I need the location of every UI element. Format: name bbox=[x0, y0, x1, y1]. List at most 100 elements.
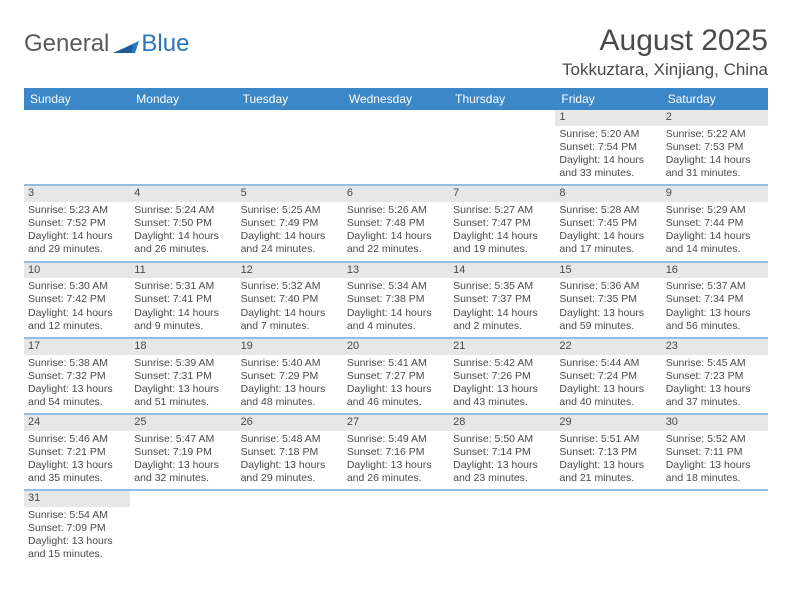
sunset-text: Sunset: 7:42 PM bbox=[28, 293, 126, 306]
sunset-text: Sunset: 7:45 PM bbox=[559, 217, 657, 230]
day-cell bbox=[343, 491, 449, 565]
daylight-text: and 51 minutes. bbox=[134, 396, 232, 409]
daylight-text: and 31 minutes. bbox=[666, 167, 764, 180]
sunrise-text: Sunrise: 5:38 AM bbox=[28, 357, 126, 370]
day-number: 25 bbox=[130, 415, 236, 431]
weeks-container: 1Sunrise: 5:20 AMSunset: 7:54 PMDaylight… bbox=[24, 110, 768, 566]
daylight-text: and 26 minutes. bbox=[347, 472, 445, 485]
daylight-text: and 24 minutes. bbox=[241, 243, 339, 256]
day-cell: 4Sunrise: 5:24 AMSunset: 7:50 PMDaylight… bbox=[130, 186, 236, 260]
daylight-text: Daylight: 14 hours bbox=[241, 230, 339, 243]
week-separator bbox=[24, 337, 768, 339]
daylight-text: Daylight: 13 hours bbox=[28, 383, 126, 396]
day-number: 22 bbox=[555, 339, 661, 355]
day-cell bbox=[24, 110, 130, 184]
sunset-text: Sunset: 7:13 PM bbox=[559, 446, 657, 459]
daylight-text: Daylight: 14 hours bbox=[347, 230, 445, 243]
sunset-text: Sunset: 7:50 PM bbox=[134, 217, 232, 230]
day-header-cell: Tuesday bbox=[237, 88, 343, 110]
daylight-text: and 22 minutes. bbox=[347, 243, 445, 256]
day-number: 15 bbox=[555, 263, 661, 279]
daylight-text: Daylight: 14 hours bbox=[241, 307, 339, 320]
day-cell bbox=[130, 110, 236, 184]
day-header-cell: Wednesday bbox=[343, 88, 449, 110]
day-number: 8 bbox=[555, 186, 661, 202]
sunrise-text: Sunrise: 5:42 AM bbox=[453, 357, 551, 370]
daylight-text: and 29 minutes. bbox=[241, 472, 339, 485]
day-cell bbox=[555, 491, 661, 565]
sunset-text: Sunset: 7:31 PM bbox=[134, 370, 232, 383]
daylight-text: Daylight: 13 hours bbox=[347, 383, 445, 396]
day-header-row: SundayMondayTuesdayWednesdayThursdayFrid… bbox=[24, 88, 768, 110]
sunset-text: Sunset: 7:54 PM bbox=[559, 141, 657, 154]
week-separator bbox=[24, 261, 768, 263]
day-cell: 12Sunrise: 5:32 AMSunset: 7:40 PMDayligh… bbox=[237, 263, 343, 337]
header: General Blue August 2025 Tokkuztara, Xin… bbox=[24, 24, 768, 80]
day-cell: 6Sunrise: 5:26 AMSunset: 7:48 PMDaylight… bbox=[343, 186, 449, 260]
daylight-text: and 54 minutes. bbox=[28, 396, 126, 409]
daylight-text: and 12 minutes. bbox=[28, 320, 126, 333]
day-cell: 19Sunrise: 5:40 AMSunset: 7:29 PMDayligh… bbox=[237, 339, 343, 413]
sunrise-text: Sunrise: 5:34 AM bbox=[347, 280, 445, 293]
daylight-text: and 14 minutes. bbox=[666, 243, 764, 256]
daylight-text: Daylight: 13 hours bbox=[666, 307, 764, 320]
daylight-text: and 2 minutes. bbox=[453, 320, 551, 333]
daylight-text: Daylight: 14 hours bbox=[559, 154, 657, 167]
day-number: 29 bbox=[555, 415, 661, 431]
sunset-text: Sunset: 7:24 PM bbox=[559, 370, 657, 383]
sunset-text: Sunset: 7:32 PM bbox=[28, 370, 126, 383]
sunset-text: Sunset: 7:37 PM bbox=[453, 293, 551, 306]
day-cell: 15Sunrise: 5:36 AMSunset: 7:35 PMDayligh… bbox=[555, 263, 661, 337]
sunrise-text: Sunrise: 5:54 AM bbox=[28, 509, 126, 522]
sunrise-text: Sunrise: 5:40 AM bbox=[241, 357, 339, 370]
daylight-text: Daylight: 14 hours bbox=[666, 154, 764, 167]
sunset-text: Sunset: 7:47 PM bbox=[453, 217, 551, 230]
daylight-text: Daylight: 13 hours bbox=[134, 383, 232, 396]
sunrise-text: Sunrise: 5:24 AM bbox=[134, 204, 232, 217]
sunset-text: Sunset: 7:29 PM bbox=[241, 370, 339, 383]
daylight-text: Daylight: 13 hours bbox=[666, 383, 764, 396]
day-number: 20 bbox=[343, 339, 449, 355]
day-cell: 18Sunrise: 5:39 AMSunset: 7:31 PMDayligh… bbox=[130, 339, 236, 413]
day-cell: 11Sunrise: 5:31 AMSunset: 7:41 PMDayligh… bbox=[130, 263, 236, 337]
sunrise-text: Sunrise: 5:49 AM bbox=[347, 433, 445, 446]
day-cell bbox=[130, 491, 236, 565]
week-row: 31Sunrise: 5:54 AMSunset: 7:09 PMDayligh… bbox=[24, 491, 768, 565]
sunset-text: Sunset: 7:16 PM bbox=[347, 446, 445, 459]
day-cell bbox=[662, 491, 768, 565]
day-header-cell: Monday bbox=[130, 88, 236, 110]
week-row: 24Sunrise: 5:46 AMSunset: 7:21 PMDayligh… bbox=[24, 415, 768, 489]
day-number: 26 bbox=[237, 415, 343, 431]
brand-part1: General bbox=[24, 30, 109, 58]
sunrise-text: Sunrise: 5:20 AM bbox=[559, 128, 657, 141]
day-number: 13 bbox=[343, 263, 449, 279]
daylight-text: and 7 minutes. bbox=[241, 320, 339, 333]
day-cell: 14Sunrise: 5:35 AMSunset: 7:37 PMDayligh… bbox=[449, 263, 555, 337]
sunrise-text: Sunrise: 5:32 AM bbox=[241, 280, 339, 293]
daylight-text: and 29 minutes. bbox=[28, 243, 126, 256]
daylight-text: and 19 minutes. bbox=[453, 243, 551, 256]
day-cell bbox=[449, 491, 555, 565]
sunset-text: Sunset: 7:40 PM bbox=[241, 293, 339, 306]
day-cell bbox=[343, 110, 449, 184]
day-cell: 27Sunrise: 5:49 AMSunset: 7:16 PMDayligh… bbox=[343, 415, 449, 489]
daylight-text: and 35 minutes. bbox=[28, 472, 126, 485]
day-number: 21 bbox=[449, 339, 555, 355]
day-cell: 3Sunrise: 5:23 AMSunset: 7:52 PMDaylight… bbox=[24, 186, 130, 260]
day-header-cell: Thursday bbox=[449, 88, 555, 110]
day-number: 7 bbox=[449, 186, 555, 202]
day-header-cell: Sunday bbox=[24, 88, 130, 110]
day-cell: 24Sunrise: 5:46 AMSunset: 7:21 PMDayligh… bbox=[24, 415, 130, 489]
day-cell: 16Sunrise: 5:37 AMSunset: 7:34 PMDayligh… bbox=[662, 263, 768, 337]
daylight-text: Daylight: 13 hours bbox=[134, 459, 232, 472]
daylight-text: Daylight: 14 hours bbox=[453, 307, 551, 320]
day-number: 31 bbox=[24, 491, 130, 507]
daylight-text: Daylight: 14 hours bbox=[28, 307, 126, 320]
sunrise-text: Sunrise: 5:39 AM bbox=[134, 357, 232, 370]
daylight-text: and 23 minutes. bbox=[453, 472, 551, 485]
sunrise-text: Sunrise: 5:45 AM bbox=[666, 357, 764, 370]
day-number: 17 bbox=[24, 339, 130, 355]
day-number: 24 bbox=[24, 415, 130, 431]
daylight-text: Daylight: 14 hours bbox=[134, 307, 232, 320]
day-cell: 13Sunrise: 5:34 AMSunset: 7:38 PMDayligh… bbox=[343, 263, 449, 337]
